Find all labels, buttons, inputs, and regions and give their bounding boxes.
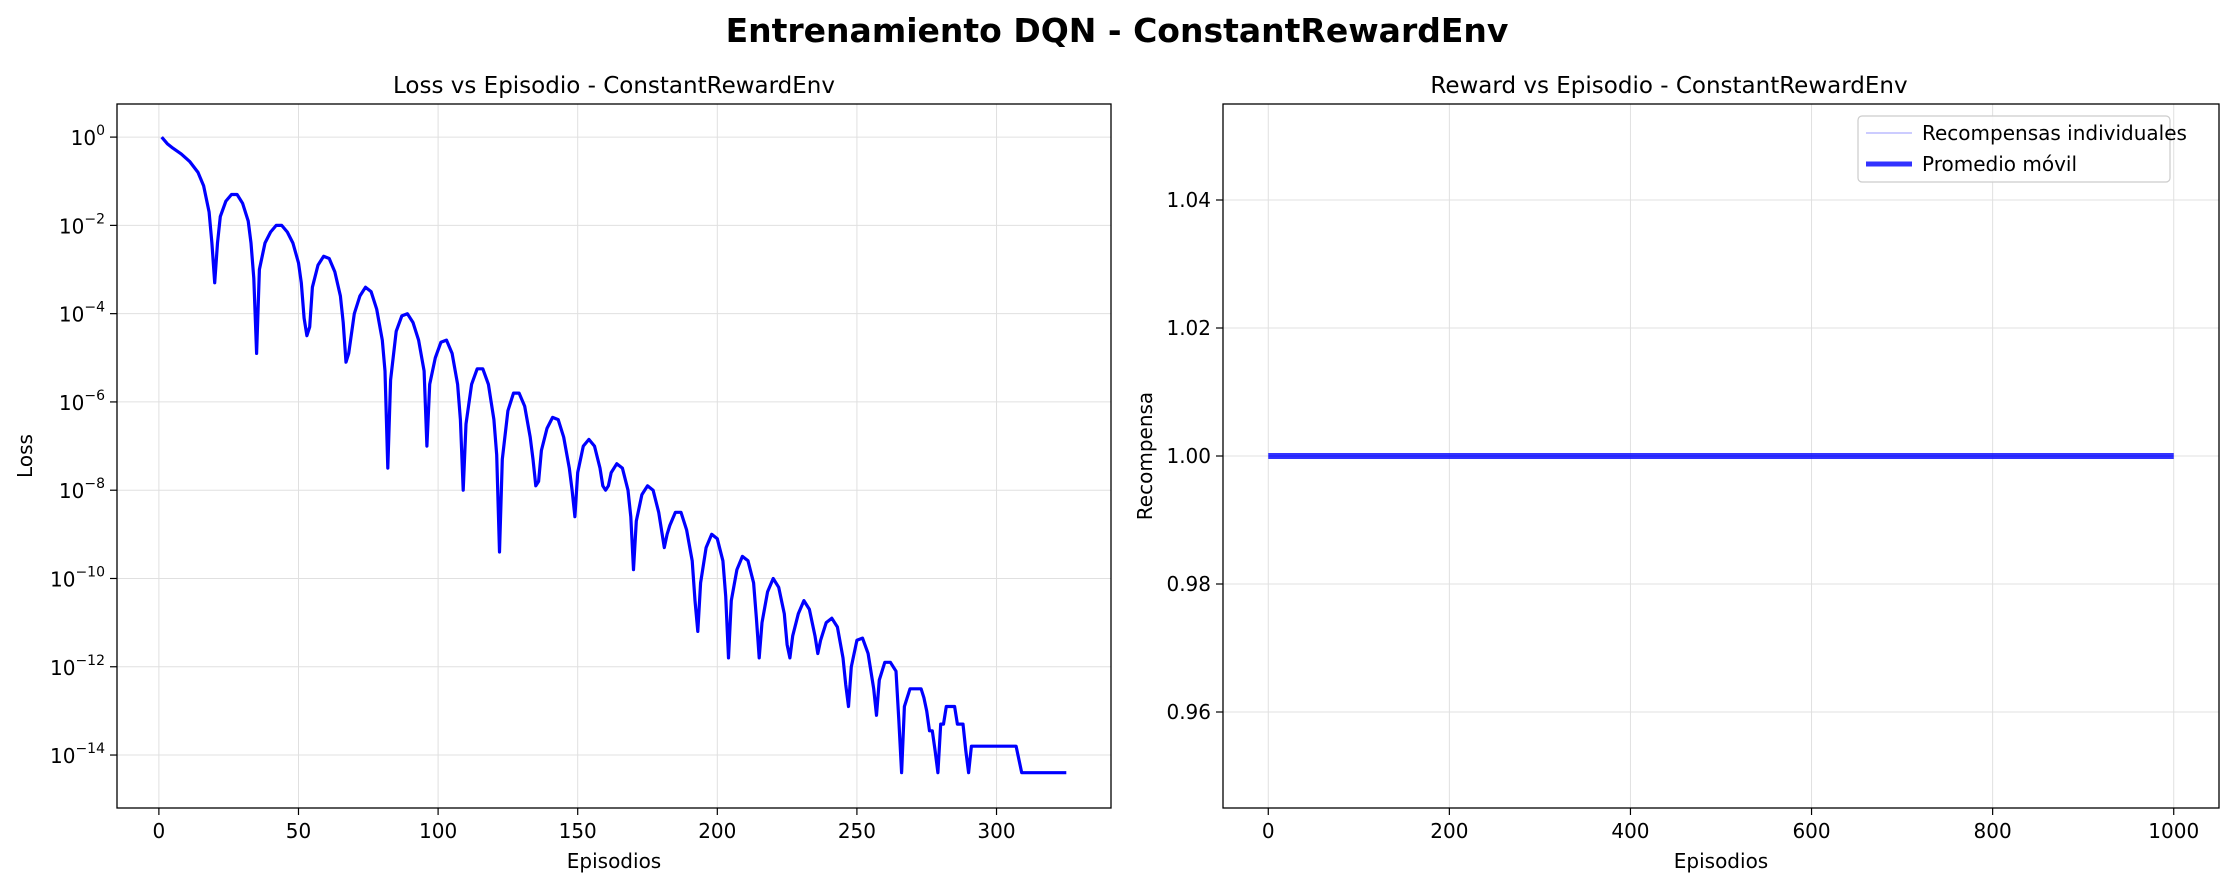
- loss-y-tick-label: 10−10: [50, 564, 105, 591]
- loss-y-tick-label: 10−8: [59, 476, 105, 503]
- reward-chart-xlabel: Episodios: [1674, 849, 1768, 873]
- reward-y-tick-label: 1.02: [1166, 316, 1211, 340]
- loss-y-tick-base: 10: [59, 479, 84, 503]
- reward-x-tick-label: 400: [1611, 819, 1649, 843]
- loss-y-tick-exponent: −2: [84, 211, 105, 227]
- reward-chart-ylabel: Recompensa: [1133, 392, 1157, 520]
- reward-x-tick-label: 1000: [2148, 819, 2199, 843]
- reward-x-tick-label: 600: [1792, 819, 1830, 843]
- loss-chart-title: Loss vs Episodio - ConstantRewardEnv: [393, 73, 835, 99]
- reward-y-tick-label: 1.00: [1166, 444, 1211, 468]
- reward-y-tick-label: 0.96: [1166, 700, 1211, 724]
- loss-y-tick-base: 10: [59, 391, 84, 415]
- loss-chart-xlabel: Episodios: [567, 849, 661, 873]
- reward-x-tick-label: 0: [1262, 819, 1275, 843]
- loss-y-tick-base: 10: [59, 303, 84, 327]
- figure-title: Entrenamiento DQN - ConstantRewardEnv: [726, 11, 1509, 50]
- loss-y-tick-label: 10−12: [50, 653, 105, 680]
- loss-chart-frame: [116, 103, 1112, 809]
- loss-y-tick-base: 10: [71, 126, 96, 150]
- loss-chart: Loss vs Episodio - ConstantRewardEnv 0 50…: [13, 73, 1112, 873]
- loss-y-tick-exponent: −12: [75, 653, 105, 669]
- reward-chart-title: Reward vs Episodio - ConstantRewardEnv: [1430, 73, 1907, 99]
- loss-x-tick-label: 300: [977, 819, 1015, 843]
- legend-box: [1857, 115, 2171, 183]
- loss-y-tick-base: 10: [50, 567, 75, 591]
- loss-y-tick-base: 10: [50, 656, 75, 680]
- legend-label-moving-average: Promedio móvil: [1922, 152, 2077, 176]
- reward-chart-ticks: 0 200 400 600 800 1000 0.96 0.98 1.00 1.02 1.04: [1166, 188, 2199, 843]
- loss-y-tick-base: 10: [50, 744, 75, 768]
- loss-y-tick-label: 10−6: [59, 388, 105, 415]
- loss-y-tick-label: 10−4: [59, 300, 105, 327]
- loss-chart-grid: [117, 104, 1111, 808]
- legend-label-individual: Recompensas individuales: [1922, 121, 2187, 145]
- loss-y-tick-exponent: −6: [84, 388, 105, 404]
- loss-line: [160, 136, 1067, 775]
- loss-x-tick-label: 200: [698, 819, 736, 843]
- loss-y-tick-exponent: −14: [75, 741, 105, 757]
- loss-chart-ylabel: Loss: [13, 434, 37, 478]
- reward-x-tick-label: 800: [1974, 819, 2012, 843]
- reward-y-tick-label: 0.98: [1166, 572, 1211, 596]
- loss-y-tick-label: 10−14: [50, 741, 105, 768]
- loss-y-tick-label: 100: [71, 123, 105, 150]
- loss-y-tick-exponent: −4: [84, 300, 105, 316]
- loss-x-tick-label: 0: [153, 819, 166, 843]
- loss-x-tick-label: 50: [286, 819, 311, 843]
- reward-x-tick-label: 200: [1430, 819, 1468, 843]
- loss-x-tick-label: 100: [419, 819, 457, 843]
- loss-y-tick-label: 10−2: [59, 211, 105, 238]
- loss-chart-ticks: 0 50 100 150 200 250 30010010−210−410−610−810−…: [50, 123, 1016, 843]
- reward-chart-legend: Recompensas individuales Promedio móvil: [1857, 115, 2187, 183]
- loss-y-tick-exponent: 0: [96, 123, 105, 139]
- reward-chart: Reward vs Episodio - ConstantRewardEnv 0…: [1133, 73, 2220, 873]
- reward-y-tick-label: 1.04: [1166, 188, 1211, 212]
- loss-chart-series: [160, 136, 1067, 775]
- loss-x-tick-label: 250: [838, 819, 876, 843]
- loss-y-tick-exponent: −8: [84, 476, 105, 492]
- loss-x-tick-label: 150: [559, 819, 597, 843]
- loss-y-tick-base: 10: [59, 214, 84, 238]
- loss-y-tick-exponent: −10: [75, 564, 105, 580]
